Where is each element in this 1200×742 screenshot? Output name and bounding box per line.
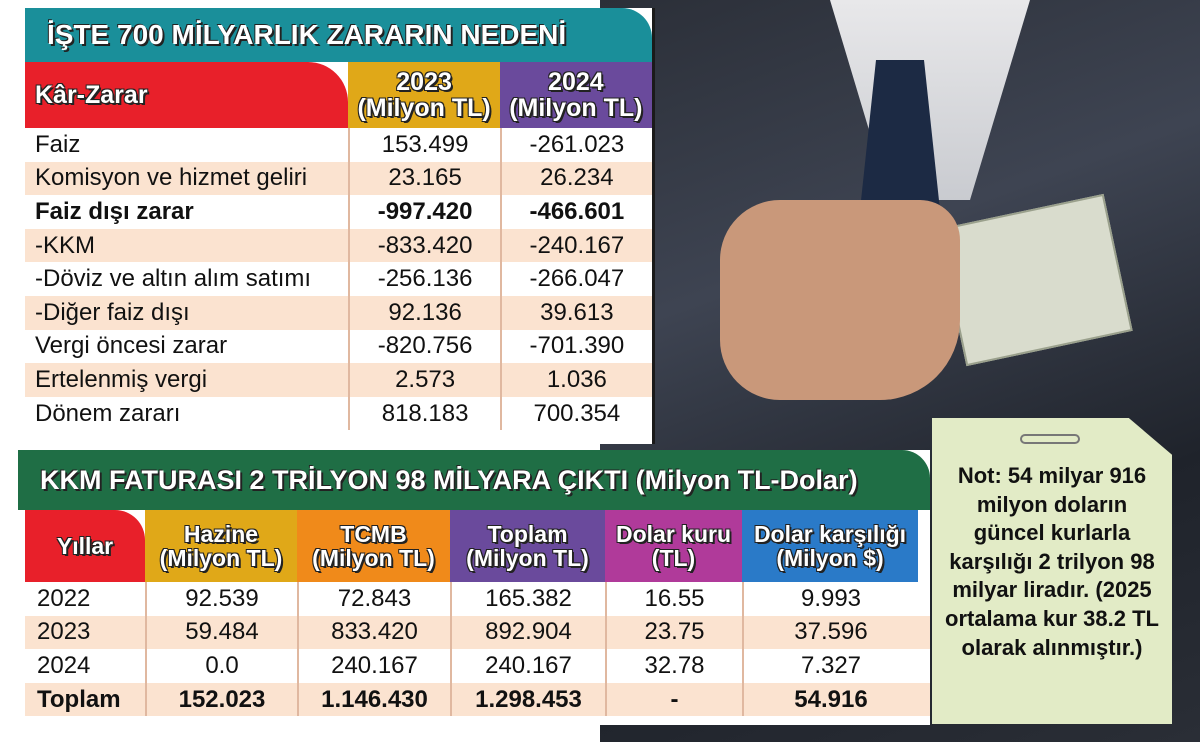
table-row: 2022 92.539 72.843 165.382 16.55 9.993 (25, 582, 930, 616)
note-text: Not: 54 milyar 916 milyon doların güncel… (945, 463, 1159, 660)
value-2023: -833.420 (348, 228, 499, 263)
table-cell: 892.904 (450, 615, 605, 650)
table-cell: 23.75 (605, 615, 742, 650)
row-label: -Döviz ve altın alım satımı (35, 265, 312, 293)
value-2023: 92.136 (348, 295, 499, 330)
card-slot-icon (1020, 434, 1080, 444)
table-cell: 1.146.430 (297, 682, 450, 717)
value-2023: 818.183 (348, 396, 499, 431)
header-cell: TCMB (Milyon TL) (297, 510, 450, 582)
table2-header: Yıllar Hazine (Milyon TL) TCMB (Milyon TL)… (25, 510, 930, 582)
table-row: Toplam 152.023 1.146.430 1.298.453-54.916 (25, 682, 930, 717)
table-row: Faiz dışı zarar -997.420 -466.601 (25, 195, 652, 229)
table-cell: 240.167 (297, 649, 450, 683)
table-row: 2024 0.0 240.167 240.167 32.78 7.327 (25, 649, 930, 683)
table-row: Dönem zararı 818.183 700.354 (25, 396, 652, 431)
table-row: Faiz 153.499 -261.023 (25, 128, 652, 162)
table-row: Vergi öncesi zarar -820.756 -701.390 (25, 329, 652, 364)
value-2024: 700.354 (499, 396, 652, 431)
table-cell: 7.327 (742, 649, 918, 683)
table-cell: 152.023 (145, 682, 297, 717)
table-cell: 59.484 (145, 615, 297, 650)
header-cell: 2024 (Milyon TL) (499, 62, 652, 128)
table-cell: 833.420 (297, 615, 450, 650)
table-row: Ertelenmiş vergi 2.573 1.036 (25, 363, 652, 397)
value-2024: -261.023 (499, 128, 652, 162)
table1-body: Faiz 153.499 -261.023 Komisyon ve hizmet ge… (25, 128, 652, 431)
table-row: -KKM -833.420 -240.167 (25, 228, 652, 263)
table-row: 2023 59.484 833.420 892.904 23.75 37.596 (25, 615, 930, 650)
note-card: Not: 54 milyar 916 milyon doların güncel… (932, 418, 1172, 724)
table2-body: 2022 92.539 72.843 165.382 16.55 9.993 2023 59.… (25, 582, 930, 717)
value-2024: 26.234 (499, 161, 652, 196)
value-2023: 153.499 (348, 128, 499, 162)
table-cell: 92.539 (145, 582, 297, 616)
value-2023: -256.136 (348, 262, 499, 296)
row-label: Ertelenmiş vergi (35, 365, 208, 393)
row-label: Faiz (35, 130, 81, 158)
value-2024: -701.390 (499, 329, 652, 364)
table-cell: - (605, 682, 742, 717)
value-2024: 1.036 (499, 363, 652, 397)
header-cell: Dolar kuru (TL) (605, 510, 742, 582)
year-cell: 2022 (37, 584, 91, 612)
table-cell: 37.596 (742, 615, 918, 650)
value-2024: -266.047 (499, 262, 652, 296)
header-cell: Kâr-Zarar (25, 62, 349, 128)
year-cell: 2023 (37, 618, 91, 646)
table-cell: 165.382 (450, 582, 605, 616)
table-row: Komisyon ve hizmet geliri 23.165 26.234 (25, 161, 652, 196)
table1-title: İŞTE 700 MİLYARLIK ZARARIN NEDENİ (25, 8, 652, 62)
row-label: -Diğer faiz dışı (35, 298, 190, 326)
year-cell: 2024 (37, 651, 91, 679)
table1-header: Kâr-Zarar 2023 (Milyon TL) 2024 (Milyon TL… (25, 62, 652, 128)
table-cell: 0.0 (145, 649, 297, 683)
table-cell: 240.167 (450, 649, 605, 683)
header-cell: Dolar karşılığı (Milyon $) (742, 510, 918, 582)
header-cell: Toplam (Milyon TL) (450, 510, 605, 582)
header-cell: Hazine (Milyon TL) (145, 510, 297, 582)
value-2024: -466.601 (499, 195, 652, 229)
row-label: Faiz dışı zarar (35, 197, 194, 225)
value-2023: -820.756 (348, 329, 499, 364)
value-2023: 2.573 (348, 363, 499, 397)
table-cell: 16.55 (605, 582, 742, 616)
kkm-table: KKM FATURASI 2 TRİLYON 98 MİLYARA ÇIKTI … (18, 450, 930, 725)
header-cell: Yıllar (25, 510, 145, 582)
row-label: Vergi öncesi zarar (35, 332, 228, 360)
table-cell: 54.916 (742, 682, 918, 717)
table-cell: 32.78 (605, 649, 742, 683)
row-label: -KKM (35, 231, 95, 259)
table-cell: 1.298.453 (450, 682, 605, 717)
value-2024: -240.167 (499, 228, 652, 263)
year-cell: Toplam (37, 685, 121, 713)
row-label: Komisyon ve hizmet geliri (35, 164, 308, 192)
table-cell: 9.993 (742, 582, 918, 616)
table-row: -Döviz ve altın alım satımı -256.136 -266.… (25, 262, 652, 296)
table-cell: 72.843 (297, 582, 450, 616)
value-2023: 23.165 (348, 161, 499, 196)
header-cell: 2023 (Milyon TL) (348, 62, 500, 128)
table-row: -Diğer faiz dışı 92.136 39.613 (25, 295, 652, 330)
value-2023: -997.420 (348, 195, 499, 229)
table2-title: KKM FATURASI 2 TRİLYON 98 MİLYARA ÇIKTI … (18, 450, 930, 510)
value-2024: 39.613 (499, 295, 652, 330)
row-label: Dönem zararı (35, 399, 181, 427)
hand (720, 200, 960, 400)
profit-loss-table: İŞTE 700 MİLYARLIK ZARARIN NEDENİ Kâr-Za… (25, 8, 655, 444)
